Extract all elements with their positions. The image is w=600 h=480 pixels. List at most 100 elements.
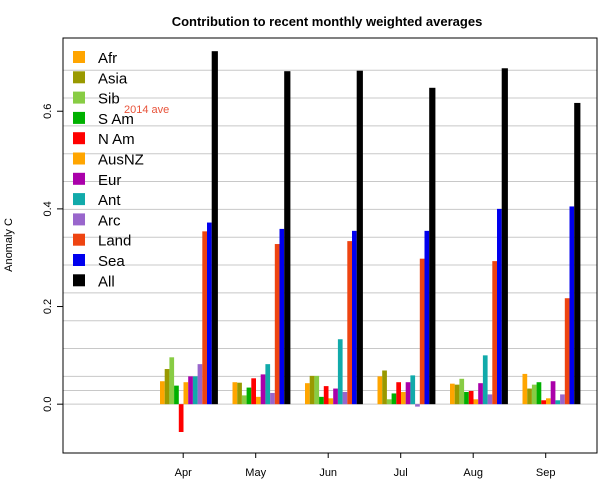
x-tick-label-may: May <box>245 467 266 479</box>
legend-swatch-afr <box>73 51 85 63</box>
bar-asia-jul <box>382 370 387 405</box>
bar-sea-may <box>279 228 285 405</box>
legend-swatch-sea <box>73 254 85 266</box>
bar-land-apr <box>202 231 207 405</box>
bar-eur-jun <box>333 388 338 405</box>
legend-label-eur: Eur <box>98 172 121 189</box>
bar-all-may <box>284 71 291 405</box>
bar-s-am-aug <box>464 391 469 405</box>
legend-label-all: All <box>98 273 115 290</box>
bar-arc-sep <box>560 394 565 405</box>
bar-land-jun <box>347 241 352 405</box>
bar-s-am-jun <box>319 396 324 405</box>
chart-title: Contribution to recent monthly weighted … <box>172 14 483 29</box>
bar-n-am-sep <box>541 400 546 405</box>
bar-n-am-may <box>251 378 256 405</box>
legend-swatch-arc <box>73 213 85 226</box>
legend-swatch-eur <box>73 172 85 185</box>
y-tick-label: 0.4 <box>42 201 54 216</box>
grid-lines <box>63 69 597 405</box>
bar-sea-apr <box>207 222 212 405</box>
bar-ausnz-sep <box>546 398 551 405</box>
bar-sib-jul <box>386 399 392 405</box>
bar-ausnz-jun <box>328 398 334 405</box>
x-axis: Apr May Jun Jul Aug Sep <box>175 453 555 479</box>
legend-label-sea: Sea <box>98 253 125 270</box>
bars <box>160 51 581 433</box>
bar-eur-aug <box>478 383 483 405</box>
bar-asia-apr <box>164 369 170 405</box>
bar-land-sep <box>564 298 570 405</box>
bar-eur-apr <box>188 376 193 405</box>
bar-eur-sep <box>550 381 556 405</box>
bar-sib-may <box>241 395 247 405</box>
bar-s-am-may <box>246 387 252 405</box>
bar-ant-jun <box>337 339 343 405</box>
bar-arc-jul <box>415 404 420 407</box>
bar-arc-apr <box>197 364 203 405</box>
bar-ant-jul <box>410 375 416 405</box>
legend-label-ant: Ant <box>98 192 121 209</box>
plot-frame <box>62 37 598 454</box>
legend-swatch-n-am <box>73 132 85 145</box>
bar-afr-sep <box>522 373 528 405</box>
bar-sea-sep <box>569 206 575 405</box>
legend-label-sib: Sib <box>98 91 120 108</box>
legend-label-land: Land <box>98 233 131 250</box>
bar-eur-may <box>260 374 266 405</box>
bar-all-jun <box>356 70 363 405</box>
bar-n-am-jul <box>396 382 401 405</box>
bar-all-sep <box>574 102 581 405</box>
bar-asia-sep <box>527 388 532 405</box>
bar-n-am-apr <box>178 404 184 433</box>
legend-label-ausnz: AusNZ <box>98 152 144 169</box>
bar-ausnz-jul <box>401 391 406 405</box>
bar-sea-jul <box>424 230 430 405</box>
bar-ant-apr <box>192 376 198 405</box>
legend-swatch-ausnz <box>73 152 85 165</box>
bar-ausnz-aug <box>473 399 479 405</box>
legend-swatch-land <box>73 233 85 246</box>
legend-swatch-sib <box>73 91 85 104</box>
y-tick-label: 0.2 <box>42 299 54 314</box>
x-tick-label-aug: Aug <box>463 467 483 479</box>
bar-ant-may <box>265 364 271 405</box>
bar-arc-aug <box>487 394 493 405</box>
legend-swatch-ant <box>73 193 85 206</box>
bar-sib-sep <box>531 384 537 405</box>
annotation-label: 2014 ave <box>124 104 169 116</box>
x-tick-label-apr: Apr <box>175 467 192 479</box>
y-tick-label: 0.0 <box>42 397 54 412</box>
bar-sib-apr <box>169 357 175 405</box>
bar-land-may <box>274 244 280 405</box>
bar-asia-jun <box>309 375 315 405</box>
bar-asia-may <box>237 382 242 405</box>
bar-all-apr <box>211 51 218 405</box>
bar-all-jul <box>429 87 436 405</box>
bar-afr-apr <box>160 381 165 405</box>
bar-sib-aug <box>459 378 465 405</box>
bar-s-am-sep <box>536 382 542 405</box>
bar-eur-jul <box>405 382 411 405</box>
x-tick-label-jul: Jul <box>394 467 408 479</box>
bar-ausnz-may <box>256 396 261 405</box>
bar-afr-aug <box>450 383 455 405</box>
bar-sib-jun <box>314 375 320 405</box>
bar-s-am-jul <box>391 393 397 405</box>
bar-asia-aug <box>454 384 460 405</box>
bar-arc-jun <box>342 391 348 405</box>
x-tick-label-jun: Jun <box>319 467 337 479</box>
bar-n-am-jun <box>323 386 329 405</box>
bar-all-aug <box>501 68 508 405</box>
legend-swatch-s-am <box>73 111 85 124</box>
legend-label-s-am: S Am <box>98 111 134 128</box>
legend-label-asia: Asia <box>98 70 128 87</box>
legend-label-afr: Afr <box>98 50 117 67</box>
y-axis: 0.0 0.2 0.4 0.6 <box>42 104 63 412</box>
bar-afr-jul <box>377 376 383 405</box>
y-axis-label: Anomaly C <box>3 218 15 272</box>
legend: Afr Asia Sib S Am N Am AusNZ Eur Ant Arc Land Sea A… <box>73 50 144 290</box>
annotations: 2014 ave <box>124 104 169 116</box>
y-tick-label: 0.6 <box>42 104 54 119</box>
